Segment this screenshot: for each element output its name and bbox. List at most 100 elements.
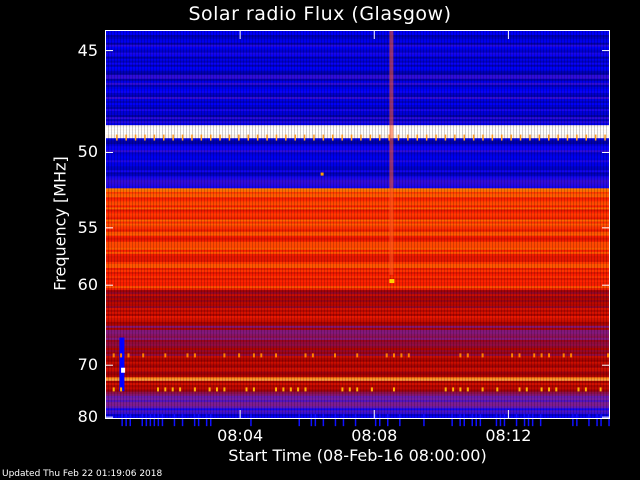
interference-tick	[256, 134, 259, 141]
dashed-emission	[120, 353, 123, 358]
noise-mark	[354, 414, 357, 427]
interference-tick	[538, 134, 541, 141]
noise-mark	[399, 414, 401, 427]
dashed-emission	[511, 353, 514, 358]
interference-tick	[144, 134, 146, 141]
interference-tick	[153, 134, 156, 141]
dashed-emission	[496, 387, 499, 392]
dashed-emission	[311, 353, 314, 358]
y-tick-label: 60	[77, 275, 98, 295]
interference-tick	[322, 134, 325, 141]
interference-tick	[472, 134, 475, 141]
interference-tick	[332, 134, 334, 141]
dashed-emission	[164, 353, 167, 358]
dashed-emission	[584, 387, 587, 392]
noise-mark	[310, 414, 313, 427]
interference-tick	[341, 134, 343, 141]
dashed-emission	[112, 387, 115, 392]
dashed-emission	[540, 353, 543, 358]
noise-mark	[539, 414, 542, 427]
noise-mark	[298, 414, 300, 427]
dashed-emission	[400, 353, 403, 358]
noise-mark	[197, 414, 200, 427]
noise-mark	[527, 414, 530, 427]
interference-tick	[200, 134, 203, 141]
calibration-spot	[121, 367, 126, 373]
noise-mark	[173, 414, 176, 427]
interference-tick	[379, 134, 381, 141]
interference-tick	[219, 134, 221, 141]
dashed-emission	[252, 353, 255, 358]
dashed-emission	[260, 353, 263, 358]
noise-mark	[205, 414, 208, 427]
dashed-emission	[245, 387, 248, 392]
dashed-emission	[459, 353, 462, 358]
dashed-emission	[599, 387, 602, 392]
noise-mark	[600, 414, 602, 427]
dashed-emission	[540, 387, 543, 392]
interference-tick	[294, 134, 296, 141]
interference-tick	[407, 134, 409, 141]
noise-mark	[475, 414, 477, 427]
interference-tick	[557, 134, 559, 141]
dashed-emission	[548, 353, 550, 358]
interference-tick	[125, 134, 127, 141]
interference-tick	[210, 134, 212, 141]
interference-tick	[566, 134, 569, 141]
dashed-emission	[179, 387, 182, 392]
interference-tick	[285, 134, 287, 141]
noise-mark	[499, 414, 502, 427]
noise-mark	[471, 414, 473, 427]
noise-mark	[141, 414, 143, 427]
noise-mark	[572, 414, 574, 427]
updated-timestamp: Updated Thu Feb 22 01:19:06 2018	[2, 469, 163, 479]
dashed-emission	[304, 353, 307, 358]
interference-tick	[529, 134, 531, 141]
noise-mark	[463, 414, 465, 427]
noise-mark	[451, 414, 453, 427]
dashed-emission	[525, 387, 528, 392]
noise-mark	[334, 414, 337, 427]
x-axis-title: Start Time (08-Feb-16 08:00:00)	[228, 446, 487, 465]
noise-mark	[588, 414, 590, 427]
dashed-emission	[334, 353, 336, 358]
dashed-emission	[223, 353, 226, 358]
calibration-strip	[119, 337, 125, 392]
interference-tick	[463, 134, 465, 141]
interference-tick	[594, 134, 597, 141]
noise-mark	[459, 414, 461, 427]
interference-tick	[303, 134, 306, 141]
noise-mark	[576, 414, 578, 427]
dashed-emission	[444, 387, 447, 392]
dashed-emission	[223, 387, 226, 392]
noise-mark	[153, 414, 156, 427]
spectrogram-features	[112, 31, 610, 427]
interference-tick	[163, 134, 165, 141]
dashed-emission	[518, 353, 521, 358]
interference-tick	[313, 134, 315, 141]
interference-tick	[228, 134, 231, 141]
dashed-emission	[208, 387, 211, 392]
dashed-emission	[112, 353, 115, 358]
texture-overlay	[106, 31, 609, 418]
noise-mark	[374, 414, 377, 427]
noise-mark	[531, 414, 534, 427]
noise-mark	[387, 414, 389, 427]
dashed-emission	[393, 353, 395, 358]
interference-tick	[482, 134, 484, 141]
y-tick-label: 70	[77, 355, 98, 375]
dashed-emission	[297, 387, 300, 392]
dashed-emission	[548, 387, 550, 392]
dashed-emission	[341, 387, 344, 392]
noise-mark	[322, 414, 325, 427]
chart-title: Solar radio Flux (Glasgow)	[188, 3, 452, 25]
dashed-emission	[393, 387, 395, 392]
interference-tick	[397, 134, 400, 141]
dashed-emission	[459, 387, 462, 392]
dashed-emission	[356, 353, 359, 358]
interference-tick	[350, 134, 353, 141]
interference-tick	[369, 134, 372, 141]
noise-mark	[515, 414, 518, 427]
noise-mark	[608, 414, 610, 427]
